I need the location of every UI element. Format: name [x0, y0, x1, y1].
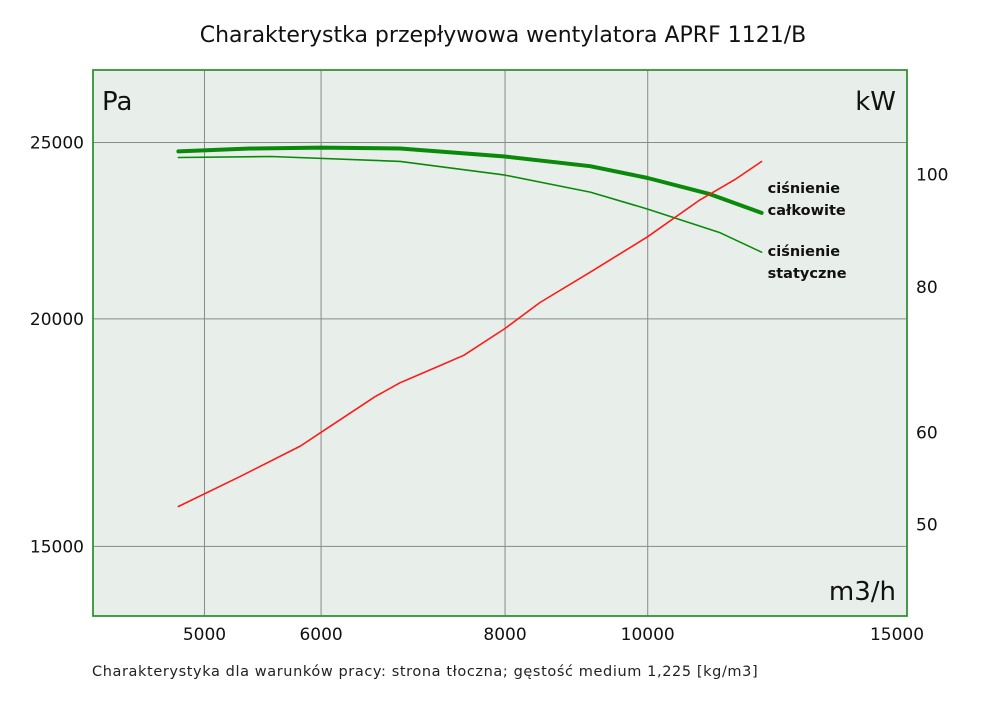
y-axis-label: Pa — [102, 87, 132, 117]
plot-border — [92, 69, 908, 617]
y2-tick-label: 60 — [916, 423, 938, 443]
y-tick-label: 25000 — [30, 133, 84, 153]
y2-axis-label: kW — [855, 87, 896, 117]
x-tick-label: 8000 — [483, 625, 526, 645]
chart-title: Charakterystka przepływowa wentylatora A… — [200, 23, 807, 48]
y2-tick-label: 80 — [916, 278, 938, 298]
series-label: statyczne — [768, 266, 847, 282]
series-line-1 — [176, 145, 764, 215]
y-tick-label: 20000 — [30, 310, 84, 330]
series-line-3 — [177, 160, 763, 508]
series-label: ciśnienie — [768, 244, 841, 260]
x-tick-label: 15000 — [870, 625, 924, 645]
y2-tick-label: 100 — [916, 165, 948, 185]
series-label: całkowite — [768, 203, 846, 219]
footnote: Charakterystyka dla warunków pracy: stro… — [92, 664, 758, 680]
series-line-2 — [177, 155, 763, 253]
y-tick-label: 15000 — [30, 537, 84, 557]
y2-tick-label: 50 — [916, 515, 938, 535]
plot-area — [92, 69, 908, 617]
x-axis-label: m3/h — [829, 577, 896, 607]
x-tick-label: 10000 — [621, 625, 675, 645]
x-tick-label: 6000 — [299, 625, 342, 645]
series-label: ciśnienie — [768, 181, 841, 197]
x-tick-label: 5000 — [183, 625, 226, 645]
